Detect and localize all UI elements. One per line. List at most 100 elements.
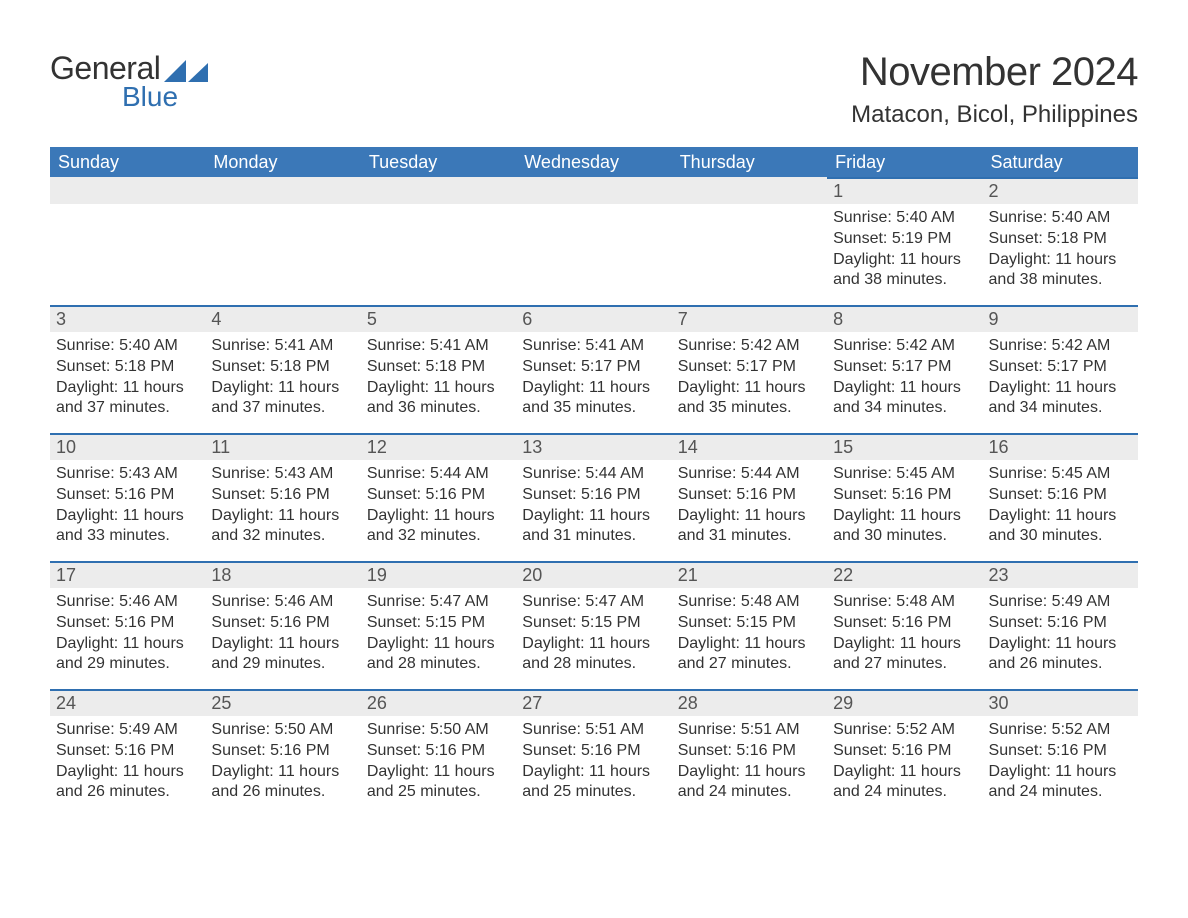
daylight-line: Daylight: 11 hours and 35 minutes. bbox=[522, 378, 665, 420]
day-number: 19 bbox=[361, 561, 516, 588]
daylight-line: Daylight: 11 hours and 24 minutes. bbox=[678, 762, 821, 804]
sunrise-line: Sunrise: 5:42 AM bbox=[989, 336, 1132, 357]
daylight-line: Daylight: 11 hours and 38 minutes. bbox=[833, 250, 976, 292]
sunset-line: Sunset: 5:18 PM bbox=[56, 357, 199, 378]
calendar-day-cell: 19Sunrise: 5:47 AMSunset: 5:15 PMDayligh… bbox=[361, 561, 516, 689]
day-details: Sunrise: 5:44 AMSunset: 5:16 PMDaylight:… bbox=[516, 460, 671, 551]
calendar-day-cell: 9Sunrise: 5:42 AMSunset: 5:17 PMDaylight… bbox=[983, 305, 1138, 433]
day-number: 5 bbox=[361, 305, 516, 332]
sunset-line: Sunset: 5:16 PM bbox=[367, 485, 510, 506]
calendar-day-cell: 23Sunrise: 5:49 AMSunset: 5:16 PMDayligh… bbox=[983, 561, 1138, 689]
calendar-day-cell: 28Sunrise: 5:51 AMSunset: 5:16 PMDayligh… bbox=[672, 689, 827, 817]
sunset-line: Sunset: 5:17 PM bbox=[833, 357, 976, 378]
day-number: 9 bbox=[983, 305, 1138, 332]
sunset-line: Sunset: 5:18 PM bbox=[367, 357, 510, 378]
day-details: Sunrise: 5:52 AMSunset: 5:16 PMDaylight:… bbox=[983, 716, 1138, 807]
day-details: Sunrise: 5:43 AMSunset: 5:16 PMDaylight:… bbox=[50, 460, 205, 551]
sunset-line: Sunset: 5:16 PM bbox=[367, 741, 510, 762]
sunrise-line: Sunrise: 5:47 AM bbox=[367, 592, 510, 613]
calendar-day-cell: 27Sunrise: 5:51 AMSunset: 5:16 PMDayligh… bbox=[516, 689, 671, 817]
sunrise-line: Sunrise: 5:44 AM bbox=[522, 464, 665, 485]
day-details: Sunrise: 5:41 AMSunset: 5:18 PMDaylight:… bbox=[361, 332, 516, 423]
sunset-line: Sunset: 5:16 PM bbox=[211, 741, 354, 762]
day-number: 8 bbox=[827, 305, 982, 332]
day-number: 13 bbox=[516, 433, 671, 460]
calendar-day-cell: 10Sunrise: 5:43 AMSunset: 5:16 PMDayligh… bbox=[50, 433, 205, 561]
logo-text-blue: Blue bbox=[122, 81, 178, 113]
empty-day bbox=[205, 177, 360, 204]
weekday-header: Sunday bbox=[50, 147, 205, 177]
sunrise-line: Sunrise: 5:49 AM bbox=[56, 720, 199, 741]
day-details: Sunrise: 5:49 AMSunset: 5:16 PMDaylight:… bbox=[50, 716, 205, 807]
daylight-line: Daylight: 11 hours and 37 minutes. bbox=[211, 378, 354, 420]
calendar-day-cell: 15Sunrise: 5:45 AMSunset: 5:16 PMDayligh… bbox=[827, 433, 982, 561]
daylight-line: Daylight: 11 hours and 28 minutes. bbox=[367, 634, 510, 676]
sunrise-line: Sunrise: 5:46 AM bbox=[211, 592, 354, 613]
daylight-line: Daylight: 11 hours and 30 minutes. bbox=[989, 506, 1132, 548]
sunrise-line: Sunrise: 5:40 AM bbox=[833, 208, 976, 229]
daylight-line: Daylight: 11 hours and 28 minutes. bbox=[522, 634, 665, 676]
sunset-line: Sunset: 5:16 PM bbox=[522, 741, 665, 762]
calendar-day-cell: 14Sunrise: 5:44 AMSunset: 5:16 PMDayligh… bbox=[672, 433, 827, 561]
page-header: General Blue November 2024 Matacon, Bico… bbox=[50, 50, 1138, 129]
day-number: 21 bbox=[672, 561, 827, 588]
calendar-week-row: 1Sunrise: 5:40 AMSunset: 5:19 PMDaylight… bbox=[50, 177, 1138, 305]
sunset-line: Sunset: 5:16 PM bbox=[989, 485, 1132, 506]
day-number: 28 bbox=[672, 689, 827, 716]
day-number: 26 bbox=[361, 689, 516, 716]
daylight-line: Daylight: 11 hours and 36 minutes. bbox=[367, 378, 510, 420]
daylight-line: Daylight: 11 hours and 33 minutes. bbox=[56, 506, 199, 548]
calendar-day-cell: 30Sunrise: 5:52 AMSunset: 5:16 PMDayligh… bbox=[983, 689, 1138, 817]
day-details: Sunrise: 5:51 AMSunset: 5:16 PMDaylight:… bbox=[516, 716, 671, 807]
title-block: November 2024 Matacon, Bicol, Philippine… bbox=[851, 50, 1138, 129]
day-number: 15 bbox=[827, 433, 982, 460]
calendar-week-row: 17Sunrise: 5:46 AMSunset: 5:16 PMDayligh… bbox=[50, 561, 1138, 689]
calendar-day-cell: 16Sunrise: 5:45 AMSunset: 5:16 PMDayligh… bbox=[983, 433, 1138, 561]
calendar-table: SundayMondayTuesdayWednesdayThursdayFrid… bbox=[50, 147, 1138, 817]
sunrise-line: Sunrise: 5:44 AM bbox=[367, 464, 510, 485]
sunset-line: Sunset: 5:16 PM bbox=[56, 613, 199, 634]
sunrise-line: Sunrise: 5:47 AM bbox=[522, 592, 665, 613]
sunset-line: Sunset: 5:15 PM bbox=[522, 613, 665, 634]
sunset-line: Sunset: 5:17 PM bbox=[989, 357, 1132, 378]
calendar-day-cell: 25Sunrise: 5:50 AMSunset: 5:16 PMDayligh… bbox=[205, 689, 360, 817]
day-details: Sunrise: 5:48 AMSunset: 5:16 PMDaylight:… bbox=[827, 588, 982, 679]
daylight-line: Daylight: 11 hours and 29 minutes. bbox=[211, 634, 354, 676]
calendar-day-cell bbox=[672, 177, 827, 305]
day-details: Sunrise: 5:47 AMSunset: 5:15 PMDaylight:… bbox=[516, 588, 671, 679]
empty-day bbox=[516, 177, 671, 204]
day-details: Sunrise: 5:45 AMSunset: 5:16 PMDaylight:… bbox=[983, 460, 1138, 551]
weekday-header: Wednesday bbox=[516, 147, 671, 177]
calendar-day-cell: 21Sunrise: 5:48 AMSunset: 5:15 PMDayligh… bbox=[672, 561, 827, 689]
calendar-day-cell: 22Sunrise: 5:48 AMSunset: 5:16 PMDayligh… bbox=[827, 561, 982, 689]
sunset-line: Sunset: 5:16 PM bbox=[833, 613, 976, 634]
calendar-day-cell: 1Sunrise: 5:40 AMSunset: 5:19 PMDaylight… bbox=[827, 177, 982, 305]
daylight-line: Daylight: 11 hours and 27 minutes. bbox=[678, 634, 821, 676]
calendar-day-cell: 5Sunrise: 5:41 AMSunset: 5:18 PMDaylight… bbox=[361, 305, 516, 433]
sunset-line: Sunset: 5:16 PM bbox=[678, 485, 821, 506]
sunrise-line: Sunrise: 5:45 AM bbox=[989, 464, 1132, 485]
daylight-line: Daylight: 11 hours and 29 minutes. bbox=[56, 634, 199, 676]
day-number: 22 bbox=[827, 561, 982, 588]
day-number: 17 bbox=[50, 561, 205, 588]
daylight-line: Daylight: 11 hours and 25 minutes. bbox=[522, 762, 665, 804]
sunrise-line: Sunrise: 5:52 AM bbox=[989, 720, 1132, 741]
sunset-line: Sunset: 5:16 PM bbox=[678, 741, 821, 762]
day-details: Sunrise: 5:48 AMSunset: 5:15 PMDaylight:… bbox=[672, 588, 827, 679]
day-number: 3 bbox=[50, 305, 205, 332]
sunrise-line: Sunrise: 5:42 AM bbox=[678, 336, 821, 357]
sunset-line: Sunset: 5:18 PM bbox=[989, 229, 1132, 250]
calendar-day-cell: 17Sunrise: 5:46 AMSunset: 5:16 PMDayligh… bbox=[50, 561, 205, 689]
daylight-line: Daylight: 11 hours and 35 minutes. bbox=[678, 378, 821, 420]
weekday-header: Saturday bbox=[983, 147, 1138, 177]
sunrise-line: Sunrise: 5:41 AM bbox=[522, 336, 665, 357]
day-number: 23 bbox=[983, 561, 1138, 588]
calendar-day-cell: 2Sunrise: 5:40 AMSunset: 5:18 PMDaylight… bbox=[983, 177, 1138, 305]
day-details: Sunrise: 5:41 AMSunset: 5:17 PMDaylight:… bbox=[516, 332, 671, 423]
day-details: Sunrise: 5:46 AMSunset: 5:16 PMDaylight:… bbox=[50, 588, 205, 679]
daylight-line: Daylight: 11 hours and 25 minutes. bbox=[367, 762, 510, 804]
day-details: Sunrise: 5:40 AMSunset: 5:19 PMDaylight:… bbox=[827, 204, 982, 295]
sunset-line: Sunset: 5:16 PM bbox=[522, 485, 665, 506]
day-number: 11 bbox=[205, 433, 360, 460]
daylight-line: Daylight: 11 hours and 37 minutes. bbox=[56, 378, 199, 420]
